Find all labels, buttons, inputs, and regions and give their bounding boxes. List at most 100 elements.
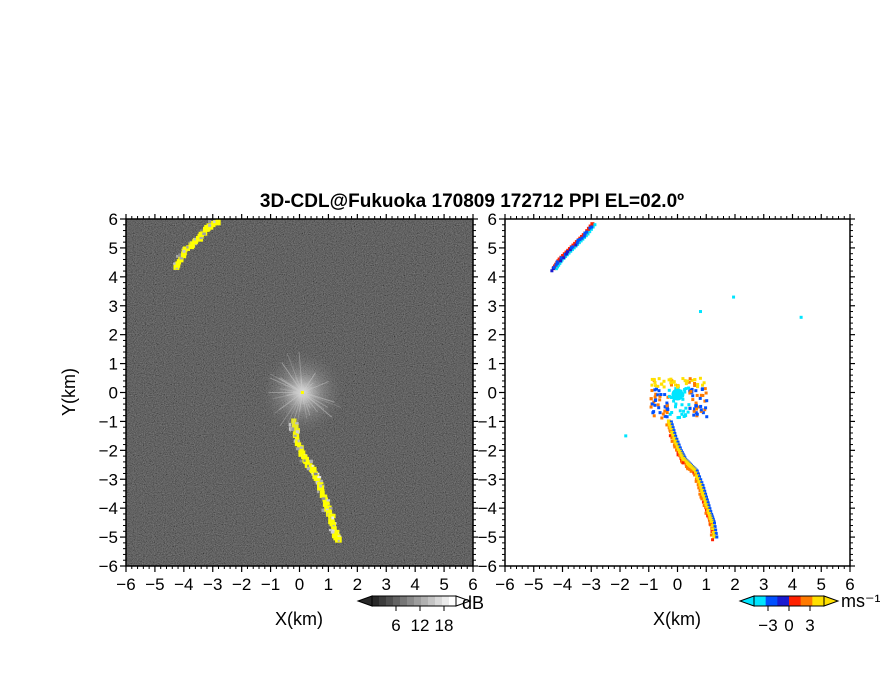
y-tick-label: 4 xyxy=(109,268,118,287)
velocity-cell xyxy=(703,387,707,391)
velocity-cell xyxy=(649,405,653,409)
echo-cell xyxy=(335,536,342,543)
velocity-cell xyxy=(670,430,675,435)
clutter-ray xyxy=(302,381,329,393)
colorbar-segment xyxy=(818,596,825,606)
velocity-echoes xyxy=(550,222,803,542)
velocity-cell xyxy=(661,412,665,416)
y-tick-label: −1 xyxy=(99,412,118,431)
echo-cell xyxy=(321,494,328,500)
velocity-cell xyxy=(673,431,677,435)
velocity-cell xyxy=(712,534,717,539)
velocity-cell xyxy=(701,500,705,504)
colorbar-segment xyxy=(449,596,457,606)
y-tick-label: 2 xyxy=(488,326,497,345)
x-tick-label: −4 xyxy=(553,575,572,594)
y-tick-label: 3 xyxy=(488,297,497,316)
echo-cell xyxy=(324,502,330,508)
velocity-cell xyxy=(653,388,657,392)
velocity-cell xyxy=(669,420,673,424)
echo-speckle xyxy=(306,467,311,471)
velocity-cell xyxy=(697,480,702,485)
velocity-panel: −6 −5 −4 −3 −2 −1 0 1 2 3 4 5 6 −6−5−4−3−2−10123456 … xyxy=(478,210,855,629)
x-tick-label: −2 xyxy=(232,575,251,594)
velocity-cell xyxy=(684,406,688,410)
velocity-cell xyxy=(713,521,716,525)
y-tick-label: −5 xyxy=(99,528,118,547)
velocity-cell xyxy=(709,510,713,514)
velocity-cell xyxy=(580,236,584,240)
velocity-cell xyxy=(683,413,687,417)
echo-speckle xyxy=(330,531,335,534)
velocity-cell xyxy=(699,409,703,413)
echo-speckle xyxy=(207,220,211,224)
velocity-cell xyxy=(668,412,672,416)
velocity-cell xyxy=(689,469,693,473)
colorbar-segment xyxy=(379,596,387,606)
velocity-cell xyxy=(583,231,587,235)
reflectivity-x-ticks: −6 −5 −4 −3 −2 −1 0 1 2 3 4 5 6 xyxy=(116,214,478,594)
velocity-cell xyxy=(697,486,701,490)
velocity-cell xyxy=(554,267,558,271)
colorbar-segment xyxy=(435,596,443,606)
clutter-ray xyxy=(301,392,318,413)
velocity-cell xyxy=(570,248,574,252)
velocity-cell xyxy=(663,409,667,413)
velocity-cell xyxy=(705,498,709,502)
velocity-cell xyxy=(688,467,692,471)
y-tick-label: 1 xyxy=(109,355,118,374)
colorbar-segment xyxy=(428,596,436,606)
echo-cell xyxy=(301,454,308,459)
velocity-cell xyxy=(700,481,704,485)
velocity-cell xyxy=(670,379,674,383)
x-tick-label: 2 xyxy=(353,575,362,594)
velocity-cell xyxy=(698,489,702,493)
velocity-cell xyxy=(706,501,710,505)
colorbar-tick-label: 12 xyxy=(411,616,430,635)
velocity-cell xyxy=(653,395,657,399)
clutter-ray xyxy=(302,392,335,403)
velocity-cell xyxy=(666,419,671,424)
velocity-cell xyxy=(686,410,690,414)
velocity-y-ticks: −6 −5 −4 −3 −2 −1 0 1 2 3 4 5 6 xyxy=(478,210,855,576)
velocity-cell xyxy=(590,225,594,229)
velocity-cell xyxy=(649,397,653,401)
x-tick-label: 0 xyxy=(295,575,304,594)
echo-speckle xyxy=(295,447,300,451)
y-tick-label: −2 xyxy=(99,441,118,460)
clutter-ray xyxy=(302,392,333,418)
velocity-cell xyxy=(589,227,593,231)
velocity-cell xyxy=(698,483,703,488)
colorbar-tick-label: 18 xyxy=(435,616,454,635)
colorbar-segment xyxy=(777,596,784,606)
x-tick-label: 1 xyxy=(702,575,711,594)
colorbar-tick-label: 0 xyxy=(784,616,793,635)
velocity-cell xyxy=(669,428,674,433)
velocity-cell xyxy=(658,411,662,415)
velocity-cell xyxy=(662,379,666,383)
velocity-cell xyxy=(576,242,580,246)
velocity-cell xyxy=(558,261,562,265)
velocity-cell xyxy=(675,437,679,441)
velocity-cell xyxy=(698,396,702,400)
x-tick-label: 0 xyxy=(673,575,682,594)
echo-speckle xyxy=(175,254,179,258)
y-tick-label: −1 xyxy=(478,412,497,431)
velocity-cell xyxy=(665,423,669,427)
velocity-cell xyxy=(714,532,718,536)
clutter-ray xyxy=(274,392,303,414)
velocity-cell xyxy=(657,406,661,410)
velocity-dot xyxy=(624,434,628,438)
clutter-ray xyxy=(272,392,303,400)
clutter-ray xyxy=(286,353,303,393)
clutter-ray xyxy=(302,392,342,408)
y-tick-label: −4 xyxy=(478,499,497,518)
velocity-cell xyxy=(675,445,680,450)
velocity-cell xyxy=(693,471,698,476)
velocity-cell xyxy=(691,398,695,402)
velocity-cell xyxy=(670,395,674,399)
clutter-ray xyxy=(301,392,308,419)
velocity-cell xyxy=(706,514,710,518)
clutter-ray xyxy=(295,392,303,433)
velocity-cell xyxy=(550,269,554,273)
